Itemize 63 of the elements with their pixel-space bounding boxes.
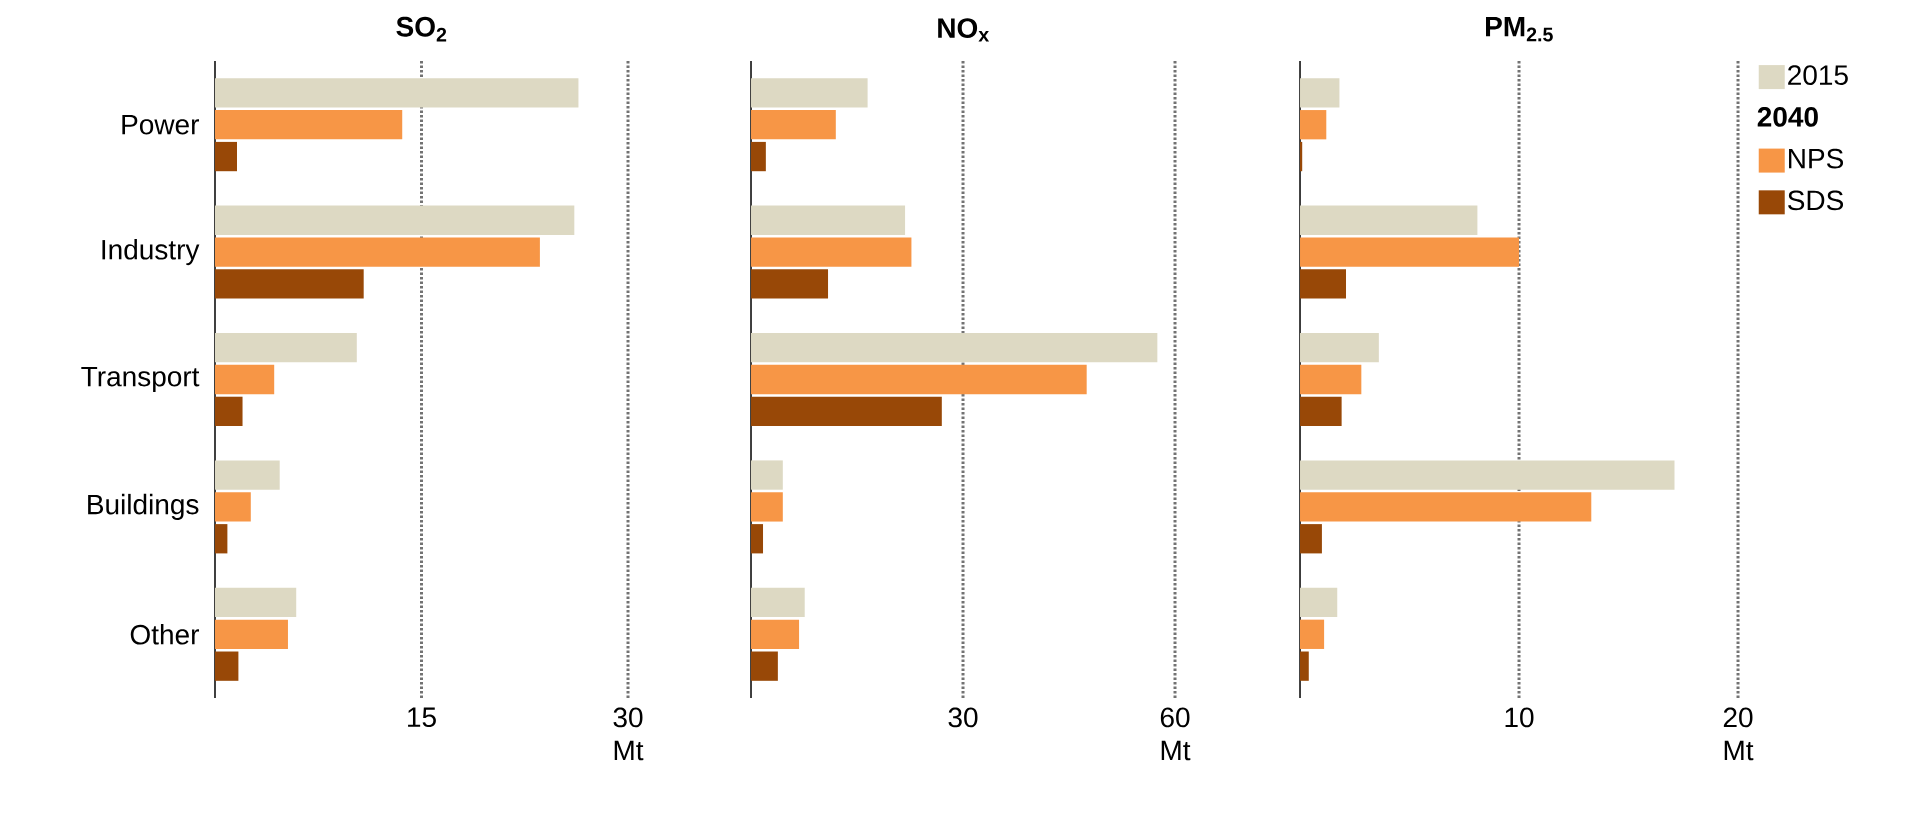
- y-tick-label: Other: [130, 624, 200, 645]
- x-tick-label: 30: [948, 707, 978, 728]
- legend-label: SDS: [1788, 190, 1844, 211]
- y-tick-label: Transport: [81, 366, 200, 393]
- bar: [751, 651, 778, 681]
- y-tick-label: Buildings: [88, 493, 199, 520]
- bar: [751, 619, 800, 649]
- bar: [751, 205, 906, 235]
- bar: [215, 141, 238, 172]
- bar: [1300, 396, 1342, 427]
- legend-title: 2040: [1757, 106, 1818, 127]
- bar: [215, 619, 288, 649]
- legend-label: 2015: [1788, 65, 1848, 86]
- bar: [215, 396, 243, 427]
- bar: [215, 110, 403, 140]
- chart-title: SO$_{2}$: [396, 16, 447, 42]
- bar: [215, 78, 579, 108]
- chart-title: NO$_{x}$: [938, 18, 990, 42]
- x-tick-label: 10: [1505, 707, 1534, 728]
- bar: [215, 524, 228, 554]
- legend-label: NPS: [1789, 148, 1844, 169]
- bar: [215, 460, 280, 490]
- bar: [1300, 333, 1379, 363]
- bar: [1300, 364, 1362, 395]
- bar: [751, 269, 829, 299]
- bar: [215, 205, 575, 235]
- bar: [215, 492, 251, 522]
- bar: [215, 651, 239, 681]
- bar: [1300, 619, 1325, 649]
- bar: [1300, 269, 1347, 299]
- bar: [751, 364, 1087, 395]
- bar: [751, 333, 1158, 363]
- bar: [1300, 460, 1675, 490]
- bar: [1300, 524, 1322, 554]
- bar: [751, 110, 836, 140]
- bar: [751, 460, 783, 490]
- x-tick-label: 15: [408, 707, 436, 728]
- bar: [1300, 141, 1303, 172]
- x-tick-label: 30 Mt: [613, 707, 644, 761]
- bar: [1300, 492, 1592, 522]
- bar: [1300, 205, 1478, 235]
- bar: [1300, 587, 1338, 618]
- bar: [215, 333, 357, 363]
- bar: [215, 587, 297, 618]
- bar: [751, 587, 805, 618]
- x-tick-label: 20 Mt: [1723, 707, 1754, 761]
- bar: [751, 524, 764, 554]
- bar: [751, 237, 912, 267]
- x-tick-label: 60 Mt: [1160, 707, 1191, 761]
- bar: [215, 237, 540, 267]
- bar: [1300, 110, 1327, 140]
- bar: [751, 78, 868, 108]
- y-tick-label: Power: [122, 114, 199, 135]
- bar: [751, 396, 942, 427]
- bar: [1300, 651, 1309, 681]
- bar: [1300, 78, 1340, 108]
- y-tick-label: Industry: [102, 239, 200, 266]
- bar: [215, 364, 275, 395]
- bar: [751, 141, 766, 172]
- chart-title: PM$_{2.5}$: [1486, 16, 1553, 42]
- bar: [215, 269, 364, 299]
- bar: [1300, 237, 1520, 267]
- bar: [751, 492, 783, 522]
